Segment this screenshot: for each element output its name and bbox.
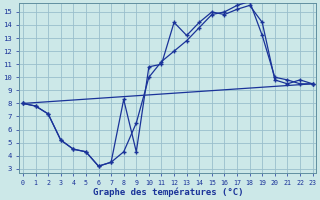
X-axis label: Graphe des températures (°C): Graphe des températures (°C) — [92, 188, 243, 197]
